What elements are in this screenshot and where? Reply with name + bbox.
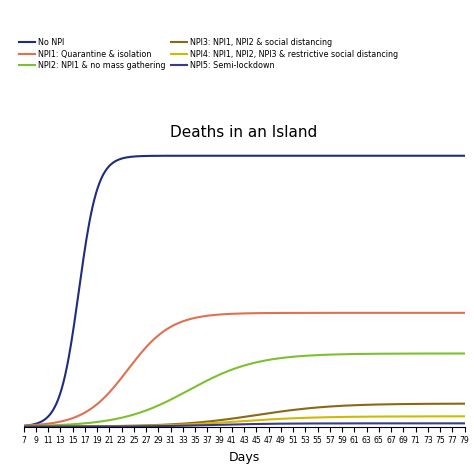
NPI5: Semi-lockdown: (41.2, 0.00786): Semi-lockdown: (41.2, 0.00786) [230,422,236,428]
NPI3: NPI1, NPI2 & social distancing: (41.2, 0.03): NPI1, NPI2 & social distancing: (41.2, 0… [230,416,236,421]
NPI2: NPI1 & no mass gathering: (41.6, 0.215): NPI1 & no mass gathering: (41.6, 0.215) [233,365,238,371]
NPI4: NPI1, NPI2, NPI3 & restrictive social distancing: (41.2, 0.0178): NPI1, NPI2, NPI3 & restrictive social di… [230,419,236,425]
No NPI [462,153,467,159]
Line: NPI5: Semi-lockdown: NPI5: Semi-lockdown [24,423,465,427]
NPI4: NPI1, NPI2, NPI3 & restrictive social distancing: (77.3, 0.0379): NPI1, NPI2, NPI3 & restrictive social di… [451,413,457,419]
NPI2: NPI1 & no mass gathering: (66, 0.269): NPI1 & no mass gathering: (66, 0.269) [382,351,388,356]
NPI5: Semi-lockdown: (79, 0.012): Semi-lockdown: (79, 0.012) [462,420,467,426]
Title: Deaths in an Island: Deaths in an Island [171,125,318,140]
NPI1: Quarantine & isolation: (79, 0.42): Quarantine & isolation: (79, 0.42) [462,310,467,316]
NPI1: Quarantine & isolation: (66, 0.42): Quarantine & isolation: (66, 0.42) [382,310,388,316]
NPI2: NPI1 & no mass gathering: (77.3, 0.27): NPI1 & no mass gathering: (77.3, 0.27) [451,351,457,356]
NPI4: NPI1, NPI2, NPI3 & restrictive social distancing: (66, 0.0372): NPI1, NPI2, NPI3 & restrictive social di… [382,414,388,419]
NPI1: Quarantine & isolation: (49.9, 0.42): Quarantine & isolation: (49.9, 0.42) [283,310,289,316]
NPI2: NPI1 & no mass gathering: (41.2, 0.212): NPI1 & no mass gathering: (41.2, 0.212) [230,366,236,372]
NPI5: Semi-lockdown: (7, 2.43e-05): Semi-lockdown: (7, 2.43e-05) [21,424,27,429]
NPI2: NPI1 & no mass gathering: (79, 0.27): NPI1 & no mass gathering: (79, 0.27) [462,351,467,356]
No NPI [230,153,236,159]
NPI4: NPI1, NPI2, NPI3 & restrictive social distancing: (49.9, 0.0296): NPI1, NPI2, NPI3 & restrictive social di… [283,416,289,421]
NPI4: NPI1, NPI2, NPI3 & restrictive social distancing: (79, 0.0379): NPI1, NPI2, NPI3 & restrictive social di… [462,413,467,419]
NPI2: NPI1 & no mass gathering: (46, 0.242): NPI1 & no mass gathering: (46, 0.242) [259,358,265,364]
NPI2: NPI1 & no mass gathering: (7, 0.00208): NPI1 & no mass gathering: (7, 0.00208) [21,423,27,429]
NPI5: Semi-lockdown: (66, 0.012): Semi-lockdown: (66, 0.012) [382,420,388,426]
NPI4: NPI1, NPI2, NPI3 & restrictive social distancing: (7, 0.00014): NPI1, NPI2, NPI3 & restrictive social di… [21,424,27,429]
No NPI [283,153,289,159]
NPI3: NPI1, NPI2 & social distancing: (49.9, 0.0582): NPI1, NPI2 & social distancing: (49.9, 0… [283,408,289,414]
No NPI [452,153,457,159]
NPI5: Semi-lockdown: (49.9, 0.011): Semi-lockdown: (49.9, 0.011) [283,421,289,427]
NPI5: Semi-lockdown: (41.6, 0.00809): Semi-lockdown: (41.6, 0.00809) [233,421,238,427]
Legend: No NPI, NPI1: Quarantine & isolation, NPI2: NPI1 & no mass gathering, NPI3: NPI1: No NPI, NPI1: Quarantine & isolation, NP… [19,38,398,70]
NPI3: NPI1, NPI2 & social distancing: (79, 0.0846): NPI1, NPI2 & social distancing: (79, 0.0… [462,401,467,407]
NPI3: NPI1, NPI2 & social distancing: (46, 0.0458): NPI1, NPI2 & social distancing: (46, 0.0… [259,411,265,417]
Line: No NPI: No NPI [24,156,465,426]
NPI1: Quarantine & isolation: (7, 0.00357): Quarantine & isolation: (7, 0.00357) [21,423,27,428]
NPI1: Quarantine & isolation: (41.2, 0.417): Quarantine & isolation: (41.2, 0.417) [230,311,236,317]
Line: NPI4: NPI1, NPI2, NPI3 & restrictive social distancing: NPI4: NPI1, NPI2, NPI3 & restrictive soc… [24,416,465,427]
No NPI [233,153,238,159]
NPI4: NPI1, NPI2, NPI3 & restrictive social distancing: (46, 0.0248): NPI1, NPI2, NPI3 & restrictive social di… [259,417,265,423]
NPI1: Quarantine & isolation: (46, 0.419): Quarantine & isolation: (46, 0.419) [259,310,265,316]
NPI3: NPI1, NPI2 & social distancing: (66, 0.0822): NPI1, NPI2 & social distancing: (66, 0.0… [382,401,388,407]
NPI3: NPI1, NPI2 & social distancing: (41.6, 0.0313): NPI1, NPI2 & social distancing: (41.6, 0… [233,415,238,421]
NPI1: Quarantine & isolation: (77.3, 0.42): Quarantine & isolation: (77.3, 0.42) [451,310,457,316]
NPI1: Quarantine & isolation: (41.6, 0.417): Quarantine & isolation: (41.6, 0.417) [233,311,238,317]
NPI3: NPI1, NPI2 & social distancing: (7, 0.000194): NPI1, NPI2 & social distancing: (7, 0.00… [21,424,27,429]
X-axis label: Days: Days [228,451,260,464]
NPI4: NPI1, NPI2, NPI3 & restrictive social distancing: (41.6, 0.0184): NPI1, NPI2, NPI3 & restrictive social di… [233,419,238,424]
Line: NPI3: NPI1, NPI2 & social distancing: NPI3: NPI1, NPI2 & social distancing [24,404,465,427]
No NPI [382,153,388,159]
No NPI [259,153,265,159]
NPI5: Semi-lockdown: (77.3, 0.012): Semi-lockdown: (77.3, 0.012) [451,420,457,426]
No NPI [423,153,428,159]
Line: NPI1: Quarantine & isolation: NPI1: Quarantine & isolation [24,313,465,426]
NPI5: Semi-lockdown: (46, 0.00997): Semi-lockdown: (46, 0.00997) [259,421,265,427]
NPI2: NPI1 & no mass gathering: (49.9, 0.255): NPI1 & no mass gathering: (49.9, 0.255) [283,355,289,360]
No NPI [21,423,27,428]
Line: NPI2: NPI1 & no mass gathering: NPI2: NPI1 & no mass gathering [24,354,465,426]
NPI3: NPI1, NPI2 & social distancing: (77.3, 0.0845): NPI1, NPI2 & social distancing: (77.3, 0… [451,401,457,407]
